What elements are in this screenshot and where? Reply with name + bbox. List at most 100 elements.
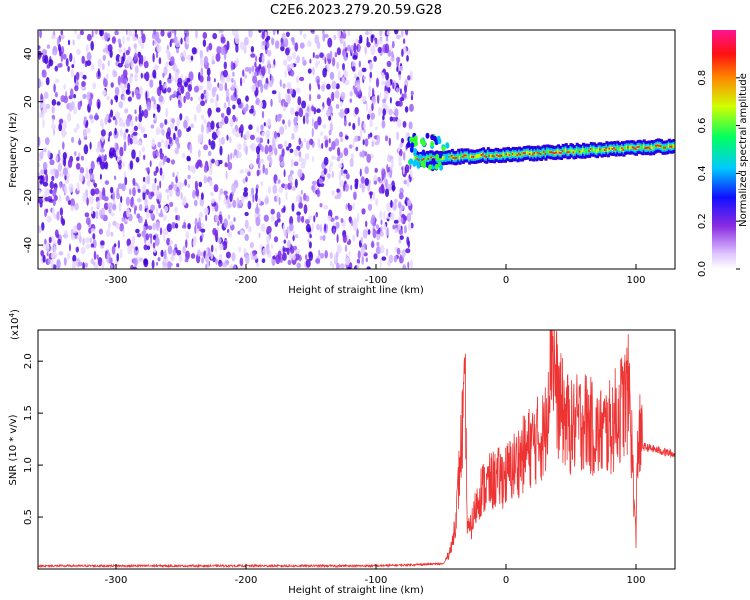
noise-mark — [398, 161, 403, 167]
noise-mark — [77, 101, 82, 111]
noise-mark — [275, 254, 281, 265]
noise-mark — [165, 131, 171, 140]
noise-mark — [84, 262, 88, 268]
noise-mark — [171, 118, 175, 124]
noise-mark — [329, 122, 334, 132]
noise-mark — [294, 42, 299, 52]
noise-mark — [398, 229, 404, 235]
noise-mark — [231, 83, 234, 92]
noise-mark — [384, 135, 389, 142]
noise-mark — [57, 238, 62, 246]
noise-mark — [183, 95, 186, 104]
noise-mark — [174, 30, 177, 37]
noise-mark — [78, 137, 81, 146]
noise-mark — [285, 31, 290, 37]
noise-mark — [156, 44, 162, 53]
noise-mark — [169, 239, 173, 246]
noise-mark — [84, 212, 90, 218]
noise-mark — [149, 79, 154, 88]
noise-mark — [170, 123, 175, 129]
noise-mark — [370, 34, 374, 43]
noise-mark — [59, 207, 64, 216]
noise-mark — [291, 186, 296, 191]
noise-mark — [159, 227, 163, 236]
noise-mark — [203, 175, 208, 184]
noise-mark — [296, 215, 301, 223]
noise-mark — [252, 194, 255, 203]
noise-mark — [74, 202, 79, 211]
noise-mark — [79, 167, 85, 174]
noise-mark — [71, 136, 75, 143]
noise-mark — [293, 123, 299, 133]
noise-mark — [154, 236, 160, 247]
signal-peak — [447, 156, 451, 159]
noise-mark — [150, 191, 155, 197]
noise-mark — [63, 95, 69, 104]
noise-mark — [331, 155, 336, 160]
noise-mark — [219, 188, 224, 195]
noise-mark — [305, 258, 311, 268]
noise-mark — [171, 30, 175, 34]
signal-core — [585, 148, 589, 153]
noise-mark — [403, 179, 408, 185]
noise-mark — [176, 117, 180, 127]
x-tick-label: -300 — [105, 275, 128, 286]
noise-mark — [122, 161, 126, 167]
noise-mark — [125, 49, 130, 56]
noise-mark — [38, 189, 41, 195]
noise-mark — [194, 217, 198, 227]
noise-mark — [276, 211, 281, 220]
snr-scale-suffix: ) — [10, 309, 21, 313]
noise-mark — [399, 97, 405, 102]
noise-mark — [121, 217, 125, 222]
noise-mark — [373, 55, 377, 62]
noise-mark — [287, 259, 292, 265]
noise-mark — [216, 93, 219, 102]
noise-mark — [320, 223, 322, 233]
noise-mark — [145, 233, 149, 241]
noise-mark — [90, 243, 95, 248]
noise-mark — [349, 217, 352, 224]
noise-mark — [235, 117, 238, 122]
signal-core — [424, 157, 428, 162]
noise-mark — [403, 92, 407, 99]
noise-mark — [46, 215, 52, 223]
noise-mark — [88, 195, 94, 205]
noise-mark — [58, 123, 63, 132]
noise-mark — [261, 66, 266, 77]
noise-mark — [143, 55, 147, 63]
signal-core — [650, 145, 654, 149]
noise-mark — [171, 94, 177, 98]
noise-mark — [186, 155, 191, 161]
noise-mark — [151, 259, 155, 269]
noise-mark — [242, 178, 246, 184]
noise-mark — [345, 203, 348, 210]
noise-mark — [205, 214, 208, 222]
noise-mark — [387, 86, 391, 94]
noise-mark — [316, 187, 320, 198]
noise-mark — [296, 262, 302, 269]
transition-mark — [434, 163, 439, 170]
noise-mark — [259, 244, 263, 250]
noise-mark — [297, 96, 302, 106]
noise-mark — [307, 215, 313, 221]
noise-mark — [178, 255, 183, 262]
noise-mark — [185, 250, 190, 260]
y-tick-label: -20 — [23, 189, 34, 205]
noise-mark — [123, 47, 126, 53]
signal-peak — [572, 151, 576, 154]
noise-mark — [141, 110, 144, 117]
noise-mark — [296, 87, 301, 94]
noise-mark — [396, 118, 402, 128]
noise-mark — [290, 170, 294, 175]
signal-peak — [463, 154, 467, 157]
noise-mark — [59, 62, 63, 68]
noise-mark — [384, 43, 390, 54]
noise-mark — [360, 128, 363, 138]
noise-mark — [197, 133, 203, 144]
noise-mark — [132, 131, 138, 136]
signal-peak — [483, 155, 487, 158]
noise-mark — [124, 108, 129, 114]
signal-peak — [421, 158, 425, 161]
noise-mark — [318, 249, 321, 257]
